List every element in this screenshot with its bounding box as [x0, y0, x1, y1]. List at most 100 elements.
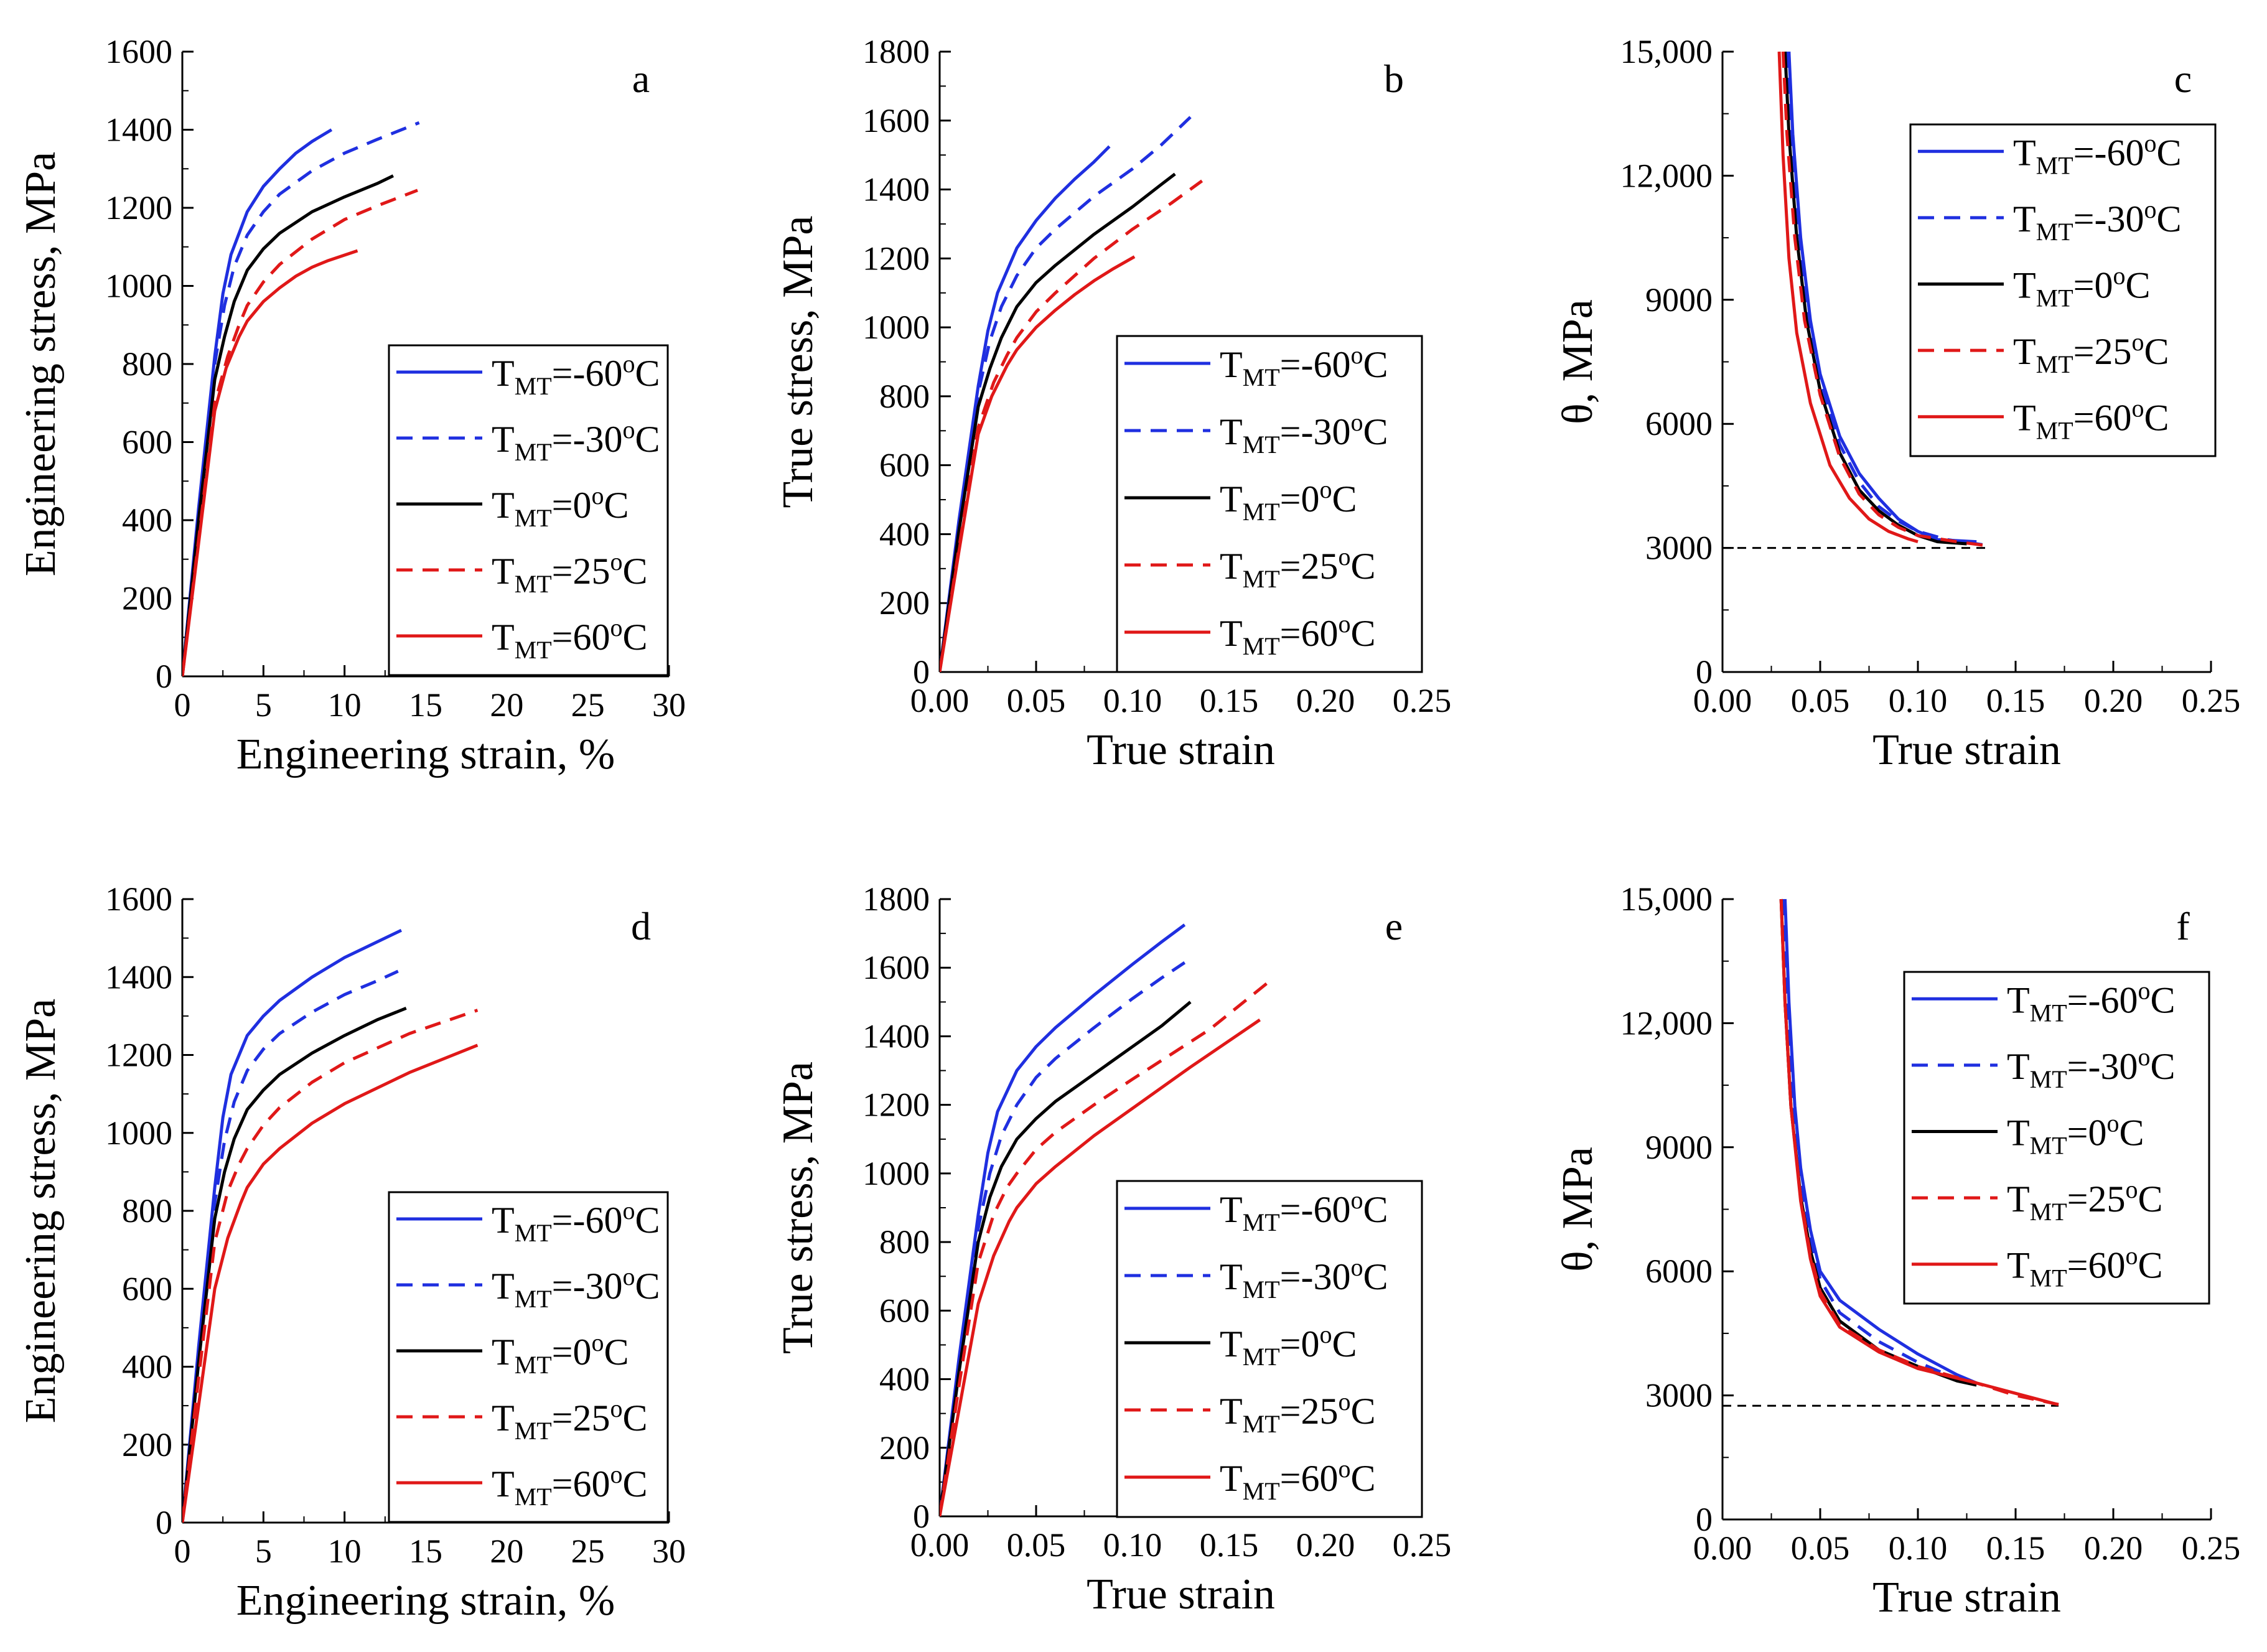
legend-text-part: C [1363, 1189, 1388, 1230]
y-tick-label: 1400 [105, 958, 172, 996]
legend-text-part: MT [2036, 151, 2073, 179]
y-tick-label: 1200 [105, 1037, 172, 1074]
y-tick-label: 1800 [862, 880, 930, 918]
legend-text-part: T [1220, 1391, 1243, 1432]
legend-text-part: C [2156, 198, 2181, 240]
y-tick-label: 200 [879, 1429, 930, 1467]
x-tick-label: 0 [174, 686, 191, 724]
legend-text-part: T [492, 617, 515, 658]
y-axis-title: True stress, MPa [774, 216, 822, 508]
legend-text-part: =25 [2067, 1178, 2126, 1220]
legend-text-part: T [2007, 1046, 2030, 1087]
x-tick-label: 0.00 [910, 682, 970, 719]
legend-text-part: o [610, 1460, 623, 1488]
legend-text-part: MT [2030, 999, 2067, 1027]
legend-text-part: MT [515, 504, 552, 532]
series-line-0 [182, 1006, 407, 1523]
series-line-0 [182, 174, 394, 676]
legend-entry: TMT=-30oC [492, 416, 660, 466]
series-line-25 [940, 978, 1273, 1516]
legend-entry: TMT=60oC [2013, 394, 2169, 445]
series-group [940, 923, 1273, 1516]
legend-text-part: MT [515, 636, 552, 664]
y-tick-label: 800 [122, 345, 172, 383]
legend-text-part: o [2113, 262, 2126, 290]
y-tick-label: 1400 [105, 111, 172, 149]
legend-text-part: =60 [552, 617, 610, 658]
legend-text-part: MT [515, 1285, 552, 1313]
legend-entry: TMT=0oC [2007, 1109, 2144, 1160]
series-line-minus60 [1783, 898, 1978, 1385]
legend-text-part: T [1220, 1189, 1243, 1230]
legend-text-part: T [492, 485, 515, 526]
legend-text-part: C [1351, 613, 1376, 654]
legend-text-part: MT [515, 372, 552, 400]
legend-text-part: C [2150, 979, 2175, 1020]
legend-text-part: =-60 [2067, 979, 2138, 1020]
legend-entry: TMT=-60oC [1220, 1186, 1388, 1236]
legend-text-part: o [2132, 394, 2144, 422]
x-tick-label: 0 [174, 1533, 191, 1570]
series-line-25 [1781, 51, 1989, 548]
legend-text-part: C [635, 419, 660, 460]
legend-text-part: C [2126, 265, 2151, 306]
y-axis-title: θ, MPa [1554, 1147, 1602, 1272]
x-tick-label: 0.05 [1007, 1526, 1066, 1564]
panel-letter: b [1384, 57, 1404, 101]
legend-entry: TMT=60oC [2007, 1242, 2163, 1292]
legend-entry: TMT=-30oC [1220, 1253, 1388, 1304]
legend-text-part: =-60 [552, 353, 623, 394]
legend-text-part: o [1339, 610, 1351, 638]
x-tick-label: 0.05 [1007, 682, 1066, 719]
legend-text-part: T [2013, 132, 2036, 173]
series-line-60 [940, 255, 1136, 672]
legend-text-part: C [2150, 1046, 2175, 1087]
legend-entry: TMT=0oC [492, 482, 629, 532]
x-tick-label: 0.00 [910, 1526, 970, 1564]
panel-letter: e [1385, 904, 1403, 948]
x-tick-label: 0.20 [2084, 682, 2143, 719]
legend-text-part: C [623, 1463, 648, 1505]
legend-text-part: =60 [552, 1463, 610, 1505]
legend-text-part: T [1220, 613, 1243, 654]
legend-text-part: C [2156, 132, 2181, 173]
legend-text-part: T [492, 353, 515, 394]
y-tick-label: 1200 [105, 189, 172, 226]
series-line-minus30 [1781, 898, 1973, 1385]
legend-entry: TMT=-30oC [2013, 195, 2182, 246]
legend: TMT=-60oCTMT=-30oCTMT=0oCTMT=25oCTMT=60o… [1116, 335, 1423, 673]
y-tick-label: 1600 [105, 33, 172, 70]
y-tick-label: 600 [122, 1270, 172, 1307]
legend-text-part: T [492, 1266, 515, 1307]
legend-text-part: o [1339, 1388, 1351, 1416]
y-tick-label: 800 [879, 1223, 930, 1261]
x-tick-label: 0.05 [1791, 682, 1850, 719]
series-group [1779, 898, 2059, 1406]
legend-text-part: C [623, 1398, 648, 1439]
legend-text-part: MT [1243, 565, 1280, 593]
series-line-minus30 [182, 121, 420, 676]
legend-text-part: o [1350, 408, 1363, 436]
x-tick-label: 0.20 [1296, 682, 1355, 719]
legend-text-part: o [610, 1394, 623, 1422]
y-tick-label: 3000 [1645, 530, 1713, 567]
x-axis-title: True strain [1872, 726, 2061, 774]
chart-panel-e: 0.00 0.05 0.10 0.15 0.20 0.25 0 200 400 600 800 100… [774, 880, 1451, 1618]
y-tick-label: 12,000 [1620, 1004, 1713, 1042]
y-tick-label: 0 [1696, 653, 1713, 691]
legend-text-part: C [604, 1332, 629, 1373]
legend-text-part: MT [2036, 218, 2073, 246]
legend-text-part: C [1332, 478, 1357, 520]
series-line-60 [940, 1018, 1261, 1516]
legend: TMT=-60oCTMT=-30oCTMT=0oCTMT=25oCTMT=60o… [1909, 123, 2217, 457]
legend-text-part: MT [2036, 350, 2073, 378]
legend-entry: TMT=25oC [1220, 1388, 1376, 1438]
series-line-minus30 [1785, 51, 1983, 546]
legend-text-part: C [604, 485, 629, 526]
legend-text-part: o [1320, 475, 1332, 503]
x-tick-label: 5 [255, 1533, 272, 1570]
legend-text-part: MT [1243, 1343, 1280, 1371]
series-line-60 [182, 1043, 479, 1523]
legend-entry: TMT=-60oC [492, 350, 660, 400]
y-tick-label: 200 [122, 580, 172, 617]
